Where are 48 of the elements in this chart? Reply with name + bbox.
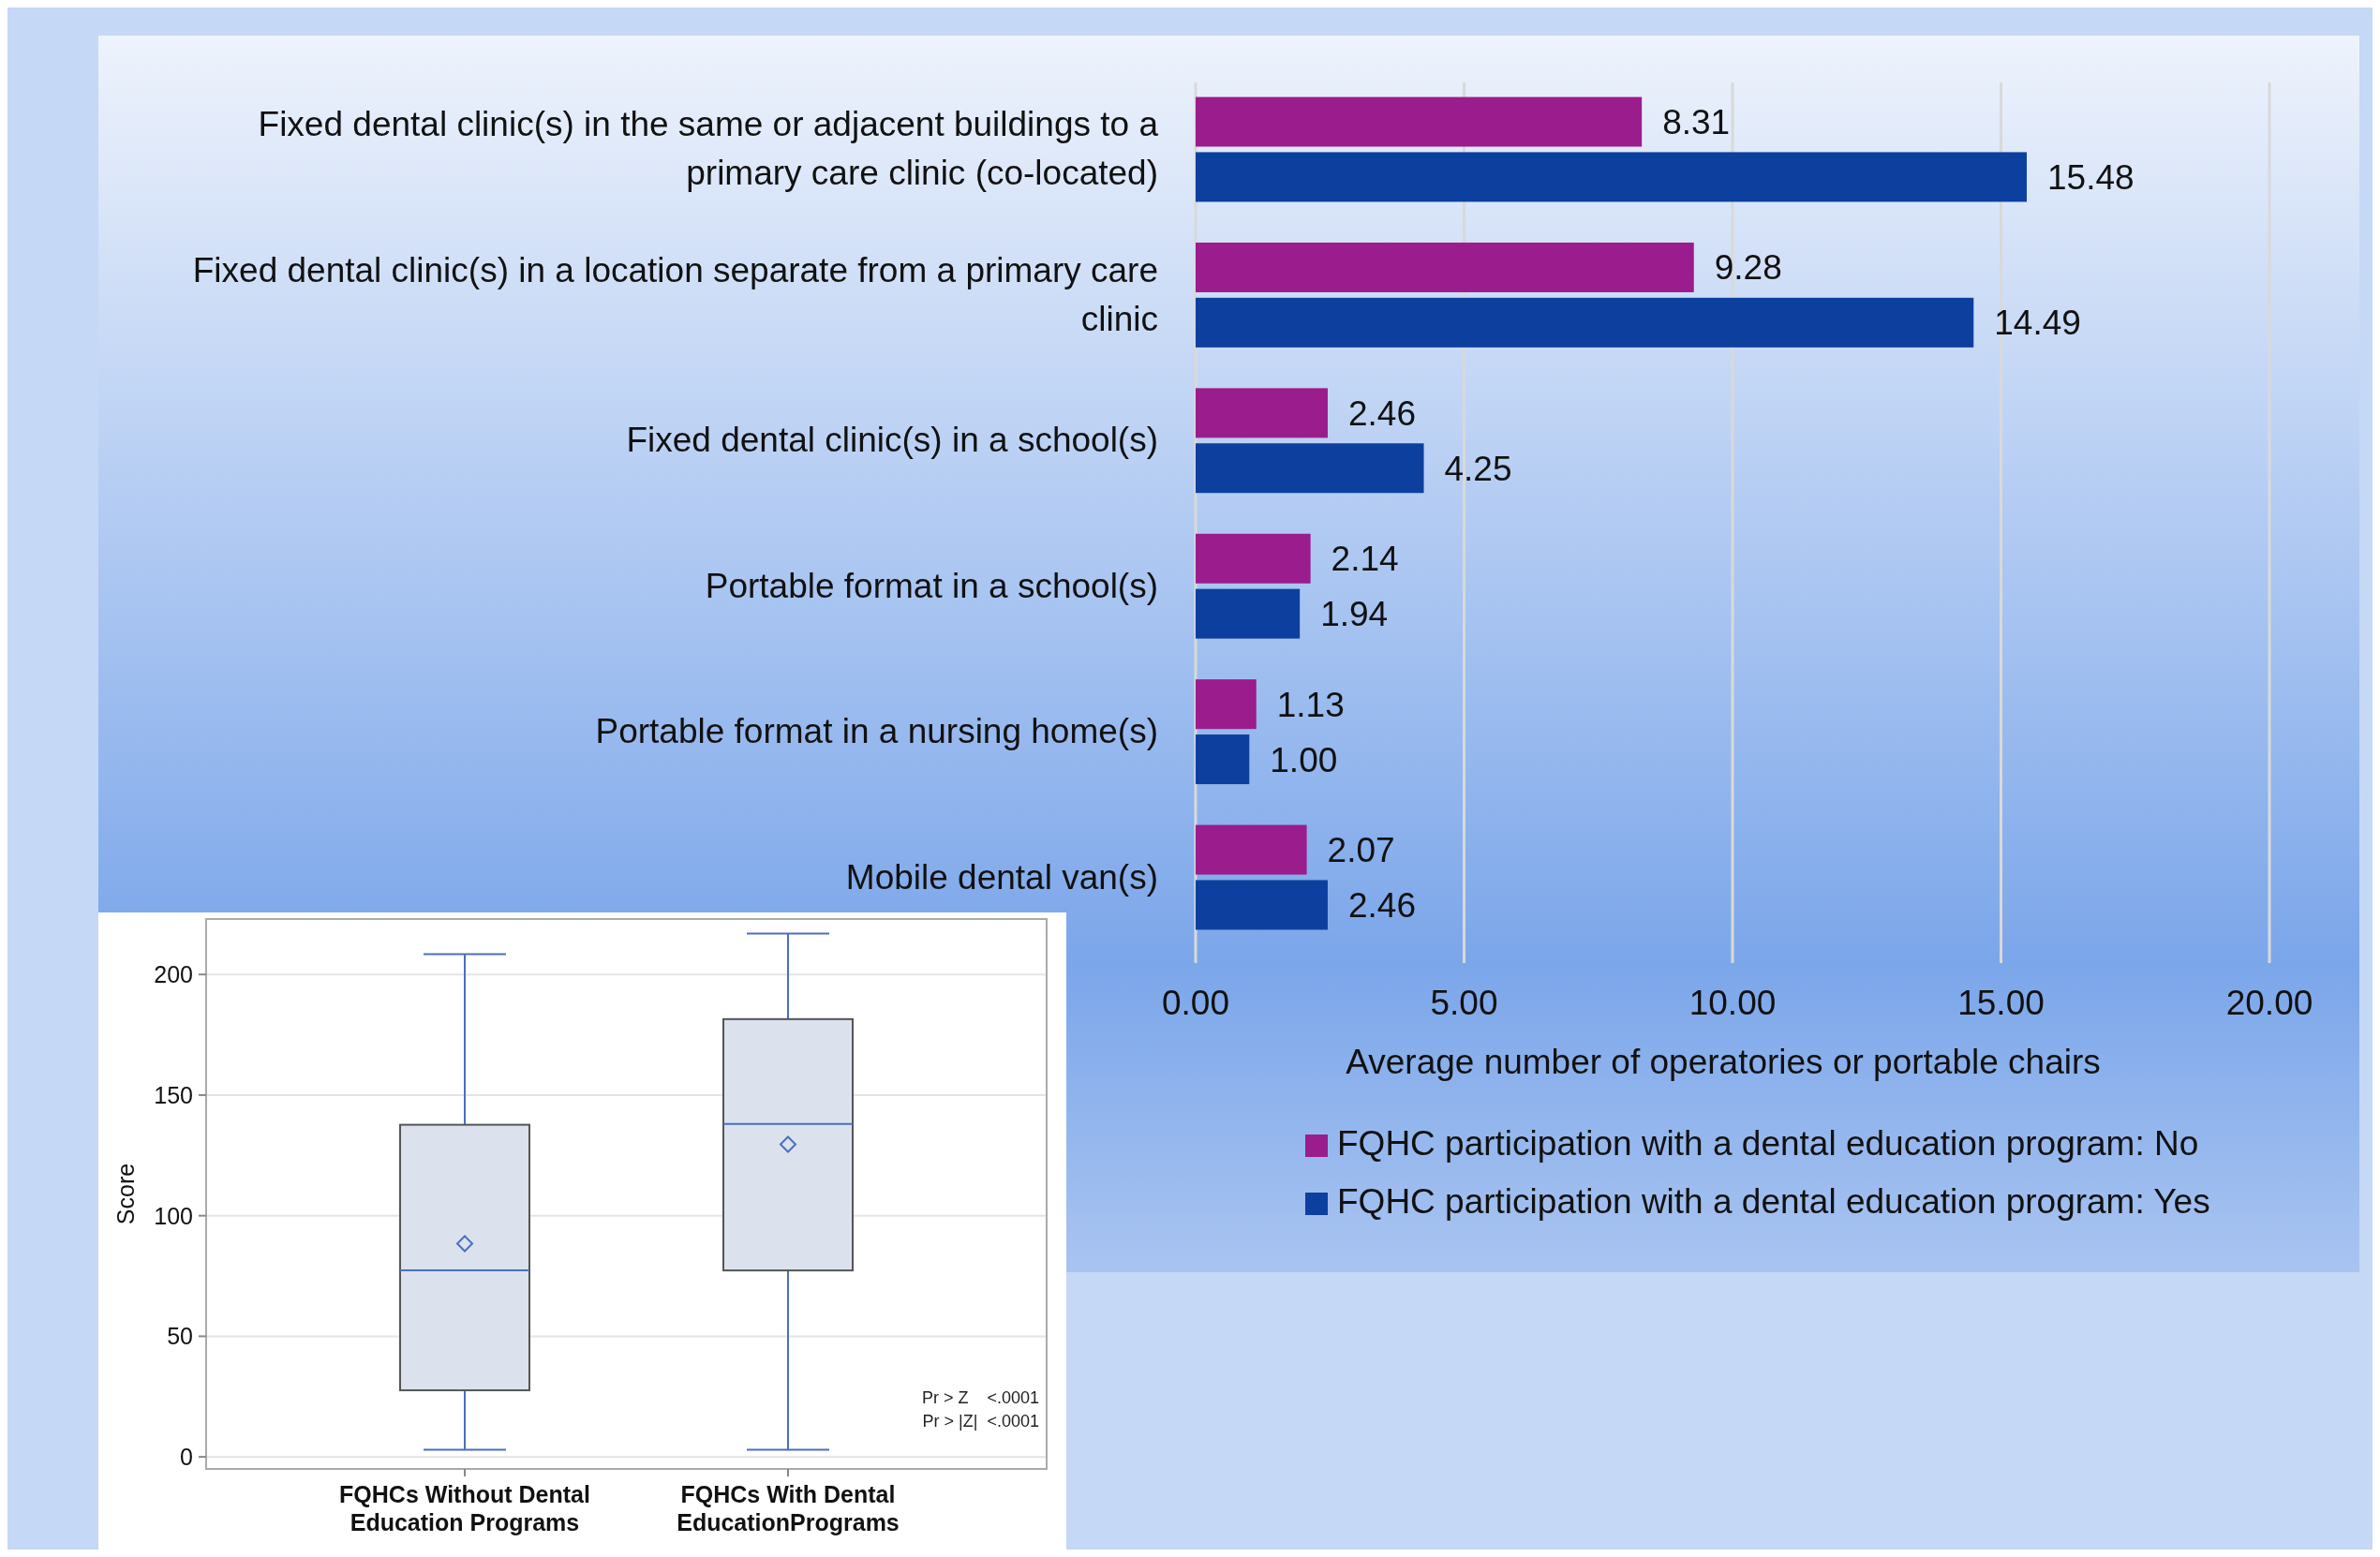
bar [1196, 96, 1643, 147]
bar [1196, 388, 1328, 438]
bar [1196, 242, 1694, 292]
data-label: 1.94 [1320, 595, 1389, 634]
bar [1196, 734, 1250, 785]
data-label: 2.46 [1347, 885, 1416, 925]
bar [1196, 679, 1257, 730]
x-tick-label: FQHCs With Dental EducationPrograms [677, 1481, 900, 1535]
annotation: Pr > |Z| <.0001 [922, 1412, 1039, 1431]
y-tick-label: 0 [180, 1444, 193, 1471]
bar [1196, 588, 1301, 639]
data-label: 14.49 [1994, 304, 2081, 343]
data-label: 8.31 [1662, 103, 1731, 142]
data-label: 1.13 [1276, 685, 1345, 724]
bar [1196, 297, 1974, 348]
data-label: 4.25 [1444, 449, 1512, 488]
bar [1196, 824, 1307, 875]
y-tick-label: 100 [154, 1202, 193, 1229]
y-tick-label: 50 [167, 1323, 193, 1350]
data-label: 2.46 [1347, 393, 1416, 433]
y-tick-label: Fixed dental clinic(s) in the same or adjacent buildings to a primary care clinic (co-located) [258, 105, 1159, 193]
y-axis-title: Score [112, 1163, 139, 1225]
data-label: 9.28 [1714, 248, 1782, 288]
x-tick-label: 15.00 [1957, 984, 2045, 1022]
y-tick-label: 150 [154, 1081, 193, 1108]
y-tick-label: Fixed dental clinic(s) in a school(s) [626, 421, 1158, 460]
x-tick-label: 20.00 [2225, 984, 2313, 1022]
data-label: 2.07 [1327, 831, 1395, 870]
bar [1196, 880, 1328, 930]
y-tick-label: 200 [154, 961, 193, 988]
legend-label: FQHC participation with a dental education program: No [1337, 1124, 2199, 1163]
bar [1196, 152, 2027, 202]
data-label: 15.48 [2047, 157, 2135, 197]
bar [1196, 443, 1424, 494]
bar [1196, 533, 1311, 584]
x-tick-label: FQHCs Without Dental Education Programs [339, 1481, 590, 1535]
data-label: 1.00 [1270, 740, 1338, 779]
x-tick-label: 10.00 [1688, 984, 1777, 1022]
y-tick-label: Portable format in a nursing home(s) [595, 712, 1158, 751]
x-tick-label: 0.00 [1161, 984, 1230, 1022]
y-tick-label: Portable format in a school(s) [705, 566, 1158, 605]
x-tick-label: 5.00 [1430, 984, 1498, 1022]
y-tick-label: Fixed dental clinic(s) in a location separate from a primary care clinic [192, 250, 1158, 338]
x-axis-title: Average number of operatories or portable chairs [1346, 1043, 2101, 1081]
legend-label: FQHC participation with a dental education program: Yes [1337, 1182, 2210, 1221]
annotation: Pr > Z <.0001 [921, 1388, 1039, 1407]
y-tick-label: Mobile dental van(s) [845, 857, 1158, 897]
data-label: 2.14 [1331, 540, 1399, 579]
